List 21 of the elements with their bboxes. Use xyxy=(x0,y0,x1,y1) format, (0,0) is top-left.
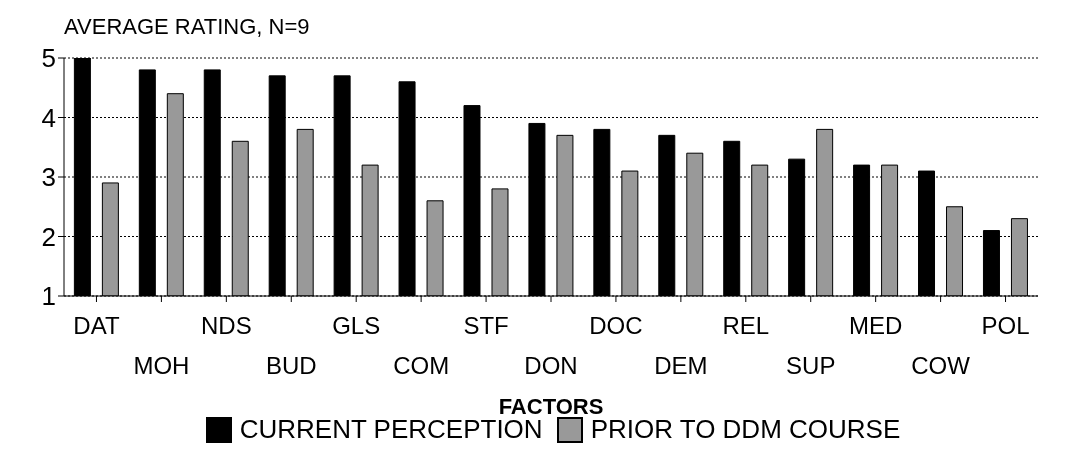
x-tick-label: DAT xyxy=(73,312,120,339)
x-tick-label: MOH xyxy=(133,352,190,379)
x-tick-label: SUP xyxy=(786,352,836,379)
x-tick-label: COM xyxy=(393,352,450,379)
y-tick-label: 3 xyxy=(41,162,56,193)
x-tick-label: NDS xyxy=(201,312,252,339)
y-tick-label: 2 xyxy=(41,221,56,252)
x-tick-label: POL xyxy=(981,312,1030,339)
x-tick-label: MED xyxy=(848,312,903,339)
x-tick-label: BUD xyxy=(265,352,317,379)
x-tick-label: STF xyxy=(463,312,509,339)
x-tick-label: DEM xyxy=(654,352,708,379)
y-tick-label: 4 xyxy=(41,102,56,133)
y-axis-title: AVERAGE RATING, N=9 xyxy=(64,14,310,40)
x-tick-label: GLS xyxy=(332,312,381,339)
y-tick-label: 5 xyxy=(41,43,56,74)
x-tick-label: REL xyxy=(722,312,770,339)
y-tick-label: 1 xyxy=(41,281,56,312)
x-tick-label: DOC xyxy=(589,312,643,339)
x-tick-label: DON xyxy=(524,352,578,379)
x-tick-label: COW xyxy=(911,352,971,379)
